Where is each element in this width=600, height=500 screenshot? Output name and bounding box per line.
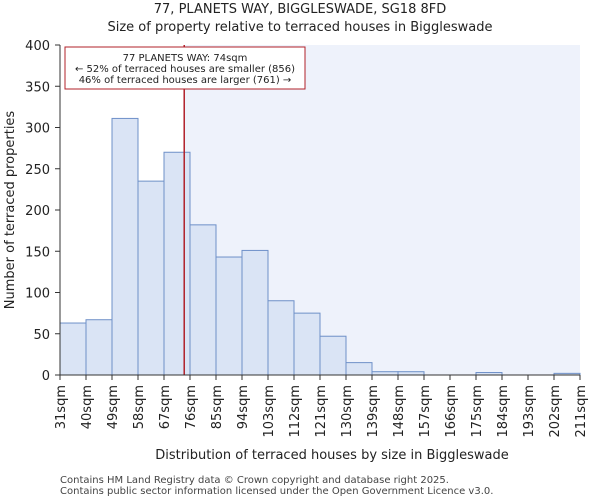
x-tick-label: 31sqm	[54, 385, 69, 429]
y-tick-label: 50	[33, 328, 50, 343]
bar-67sqm	[163, 151, 191, 376]
x-axis-title: Distribution of terraced houses by size …	[155, 448, 508, 463]
bars-group	[59, 117, 581, 376]
x-tick-label: 40sqm	[80, 385, 95, 429]
bar-58sqm	[137, 180, 165, 376]
x-tick-label: 85sqm	[210, 385, 225, 429]
footer-line-1: Contains HM Land Registry data © Crown c…	[60, 475, 449, 486]
y-tick-label: 300	[25, 122, 50, 137]
y-axis-title: Number of terraced properties	[3, 111, 18, 310]
bar-31sqm	[59, 322, 87, 376]
bar-130sqm	[345, 362, 373, 376]
axes	[59, 45, 580, 376]
bar-112sqm	[293, 312, 321, 376]
annotation-smaller: ← 52% of terraced houses are smaller (85…	[75, 64, 295, 75]
x-tick-label: 166sqm	[444, 385, 459, 438]
x-tick-label: 202sqm	[548, 385, 563, 438]
x-tick-label: 94sqm	[236, 385, 251, 429]
y-tick-label: 350	[25, 80, 50, 95]
chart-title: 77, PLANETS WAY, BIGGLESWADE, SG18 8FD	[154, 2, 446, 17]
x-tick-label: 103sqm	[262, 385, 277, 438]
y-axis-ticks: 0 50 100 150 200 250 300 350 400	[25, 39, 60, 384]
bar-85sqm	[215, 256, 243, 376]
y-tick-label: 0	[42, 369, 50, 384]
x-tick-label: 148sqm	[392, 385, 407, 438]
y-tick-label: 150	[25, 245, 50, 260]
y-tick-label: 200	[25, 204, 50, 219]
x-tick-label: 211sqm	[574, 385, 589, 438]
x-tick-label: 130sqm	[340, 385, 355, 438]
y-tick-label: 400	[25, 39, 50, 54]
footer-line-2: Contains public sector information licen…	[60, 486, 493, 497]
y-tick-label: 100	[25, 287, 50, 302]
chart-subtitle: Size of property relative to terraced ho…	[107, 20, 492, 35]
x-tick-label: 58sqm	[132, 385, 147, 429]
x-axis-ticks: 31sqm 40sqm 49sqm 58sqm 67sqm 76sqm 85sqm 94sqm…	[54, 375, 589, 438]
y-tick-label: 250	[25, 163, 50, 178]
x-tick-label: 112sqm	[288, 385, 303, 438]
bar-40sqm	[85, 319, 113, 376]
x-tick-label: 184sqm	[496, 385, 511, 438]
x-tick-label: 67sqm	[158, 385, 173, 429]
x-tick-label: 193sqm	[522, 385, 537, 438]
annotation-box	[64, 46, 306, 90]
x-tick-label: 139sqm	[366, 385, 381, 438]
bar-103sqm	[267, 300, 295, 376]
property-annotation: 77 PLANETS WAY: 74sqm ← 52% of terraced …	[64, 46, 306, 90]
x-tick-label: 76sqm	[184, 385, 199, 429]
x-tick-label: 121sqm	[314, 385, 329, 438]
annotation-title: 77 PLANETS WAY: 74sqm	[123, 53, 248, 64]
x-tick-label: 175sqm	[470, 385, 485, 438]
bar-49sqm	[111, 117, 139, 376]
x-tick-label: 49sqm	[106, 385, 121, 429]
bar-76sqm	[189, 224, 217, 376]
x-tick-label: 157sqm	[418, 385, 433, 438]
bar-121sqm	[319, 335, 347, 376]
bar-94sqm	[241, 249, 269, 376]
annotation-larger: 46% of terraced houses are larger (761) …	[79, 75, 292, 86]
